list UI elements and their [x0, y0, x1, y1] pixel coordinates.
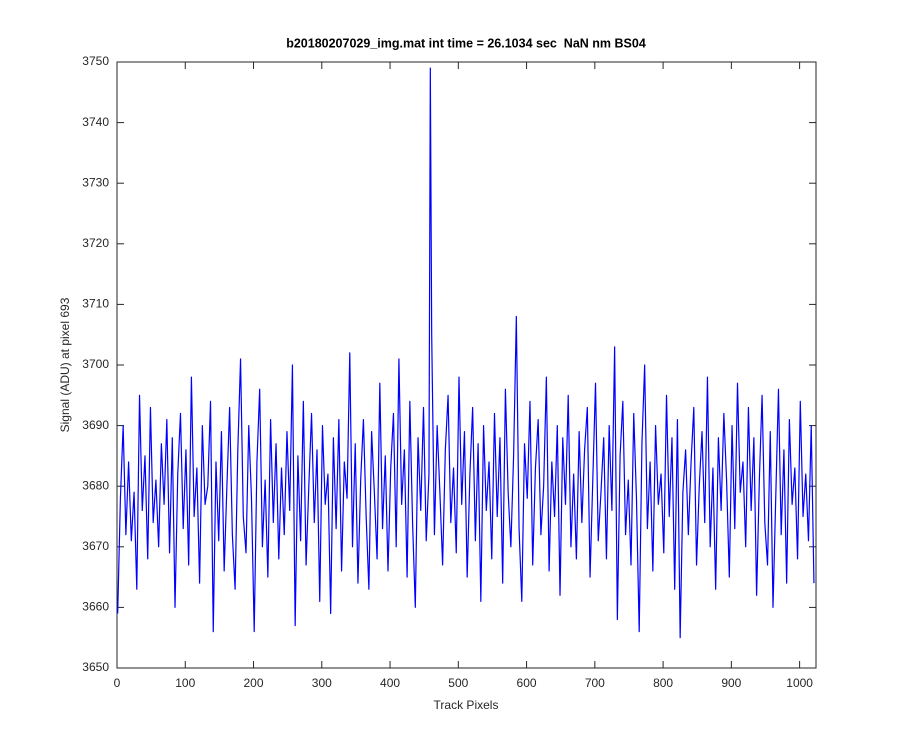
x-tick-label: 500 — [448, 676, 468, 690]
y-tick-label: 3650 — [82, 660, 109, 674]
y-tick-label: 3690 — [82, 418, 109, 432]
plot-box — [116, 61, 817, 669]
y-tick-label: 3680 — [82, 478, 109, 492]
x-tick-label: 300 — [312, 676, 332, 690]
x-tick-label: 600 — [517, 676, 537, 690]
y-tick-label: 3750 — [82, 54, 109, 68]
x-tick-label: 100 — [175, 676, 195, 690]
x-tick-label: 200 — [244, 676, 264, 690]
x-tick-label: 800 — [653, 676, 673, 690]
y-tick-label: 3670 — [82, 539, 109, 553]
x-tick-label: 700 — [585, 676, 605, 690]
y-tick-label: 3700 — [82, 357, 109, 371]
x-tick-label: 400 — [380, 676, 400, 690]
y-tick-label: 3710 — [82, 297, 109, 311]
y-tick-label: 3720 — [82, 236, 109, 250]
chart-title: b20180207029_img.mat int time = 26.1034 … — [286, 36, 646, 50]
y-tick-label: 3730 — [82, 175, 109, 189]
x-tick-label: 1000 — [786, 676, 813, 690]
y-tick-label: 3660 — [82, 600, 109, 614]
x-tick-label: 0 — [114, 676, 121, 690]
x-tick-label: 900 — [721, 676, 741, 690]
signal-line — [117, 67, 815, 639]
y-tick-label: 3740 — [82, 115, 109, 129]
x-axis-label: Track Pixels — [434, 698, 499, 712]
y-axis-label: Signal (ADU) at pixel 693 — [58, 297, 72, 432]
